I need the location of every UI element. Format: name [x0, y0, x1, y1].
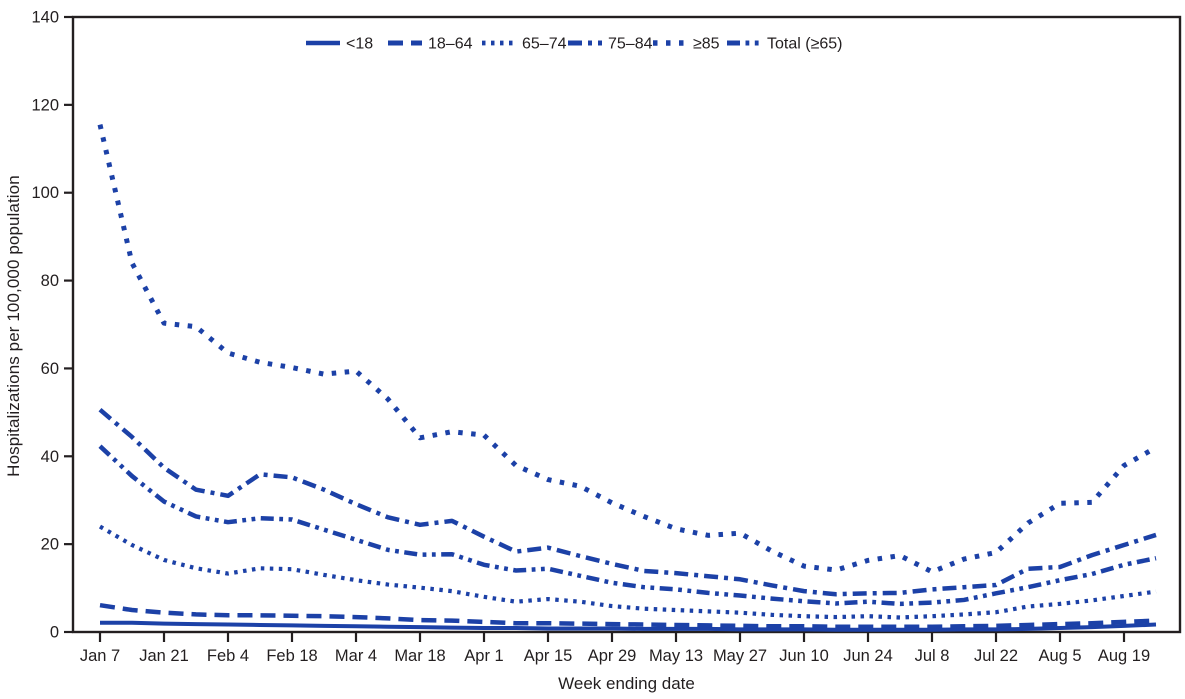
x-tick-label: Mar 18 — [394, 647, 445, 665]
x-tick-label: Jul 22 — [974, 647, 1018, 665]
legend-label-65–74: 65–74 — [522, 36, 567, 53]
x-tick-label: Feb 4 — [207, 647, 249, 665]
x-tick-label: Jun 10 — [779, 647, 829, 665]
y-tick-label: 60 — [41, 360, 59, 378]
x-tick-label: Jun 24 — [843, 647, 893, 665]
series-line-<18 — [100, 620, 1157, 632]
x-tick-label: Jul 8 — [915, 647, 950, 665]
y-tick-label: 120 — [31, 96, 59, 114]
legend-label-≥85: ≥85 — [693, 36, 720, 53]
x-tick-label: Aug 5 — [1038, 647, 1081, 665]
series-line-Total (≥65) — [98, 444, 1157, 607]
x-tick-label: Aug 19 — [1098, 647, 1150, 665]
legend-label-18–64: 18–64 — [428, 36, 473, 53]
x-tick-label: Apr 15 — [524, 647, 573, 665]
x-tick-label: Apr 29 — [588, 647, 637, 665]
plot-frame — [71, 15, 1182, 634]
y-tick-label: 20 — [41, 536, 59, 554]
y-tick-label: 140 — [31, 9, 59, 27]
x-tick-label: Feb 18 — [266, 647, 317, 665]
legend-label-Total (≥65): Total (≥65) — [767, 36, 842, 53]
x-tick-label: Jan 21 — [139, 647, 189, 665]
y-tick-label: 80 — [41, 272, 59, 290]
series-line-75–84 — [98, 408, 1157, 597]
x-axis-title: Week ending date — [558, 674, 695, 693]
y-tick-label: 40 — [41, 448, 59, 466]
x-tick-label: May 13 — [649, 647, 703, 665]
y-tick-label: 0 — [50, 624, 59, 642]
x-tick-label: Apr 1 — [464, 647, 503, 665]
series-line-≥85 — [97, 124, 1158, 575]
series-line-65–74 — [98, 524, 1157, 620]
x-tick-label: Jan 7 — [80, 647, 120, 665]
legend-label-75–84: 75–84 — [608, 36, 653, 53]
y-axis-title: Hospitalizations per 100,000 population — [4, 175, 23, 477]
x-tick-label: May 27 — [713, 647, 767, 665]
y-tick-label: 100 — [31, 184, 59, 202]
x-tick-label: Mar 4 — [335, 647, 377, 665]
legend-label-<18: <18 — [346, 36, 373, 53]
series-line-18–64 — [99, 602, 1157, 629]
